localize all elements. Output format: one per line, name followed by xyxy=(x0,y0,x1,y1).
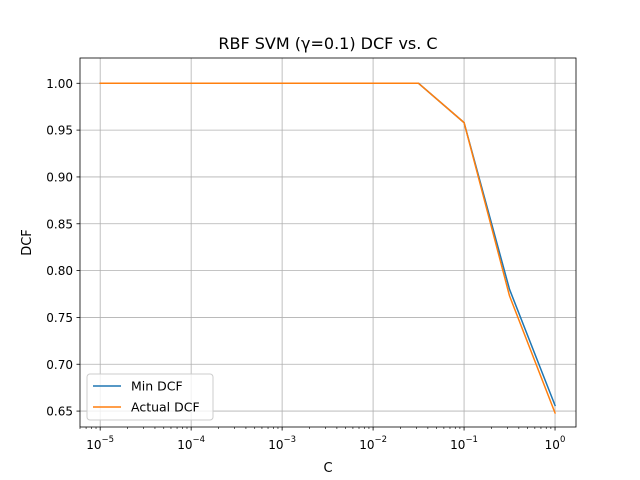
x-tick-label: 100 xyxy=(545,435,566,452)
x-tick-label: 10−1 xyxy=(450,435,478,452)
legend: Min DCF Actual DCF xyxy=(86,373,214,421)
series-line-actual-dcf xyxy=(99,82,557,414)
y-tick-label: 0.65 xyxy=(46,405,73,419)
y-tick-label: 1.00 xyxy=(46,77,73,91)
plot-lines xyxy=(99,82,557,414)
y-tick-label: 0.90 xyxy=(46,170,73,184)
x-tick-label: 10−4 xyxy=(177,435,205,452)
y-tick-label: 0.80 xyxy=(46,264,73,278)
chart-title: RBF SVM (γ=0.1) DCF vs. C xyxy=(218,34,437,53)
x-axis-label: C xyxy=(323,461,332,476)
x-tick-label: 10−3 xyxy=(268,435,296,452)
legend-label-min-dcf: Min DCF xyxy=(131,379,183,394)
y-tick-label: 0.70 xyxy=(46,358,73,372)
y-tick-label: 0.75 xyxy=(46,311,73,325)
axis-ticks: 10−5 10−4 10−3 10−2 10−1 100 0.65 0.70 0.75 0.80 0… xyxy=(46,77,565,452)
x-tick-label: 10−2 xyxy=(359,435,387,452)
plot-frame xyxy=(79,57,577,428)
legend-label-actual-dcf: Actual DCF xyxy=(131,400,200,415)
y-axis-label: DCF xyxy=(20,229,35,256)
x-tick-label: 10−5 xyxy=(86,435,114,452)
y-tick-label: 0.95 xyxy=(46,124,73,138)
y-tick-label: 0.85 xyxy=(46,217,73,231)
